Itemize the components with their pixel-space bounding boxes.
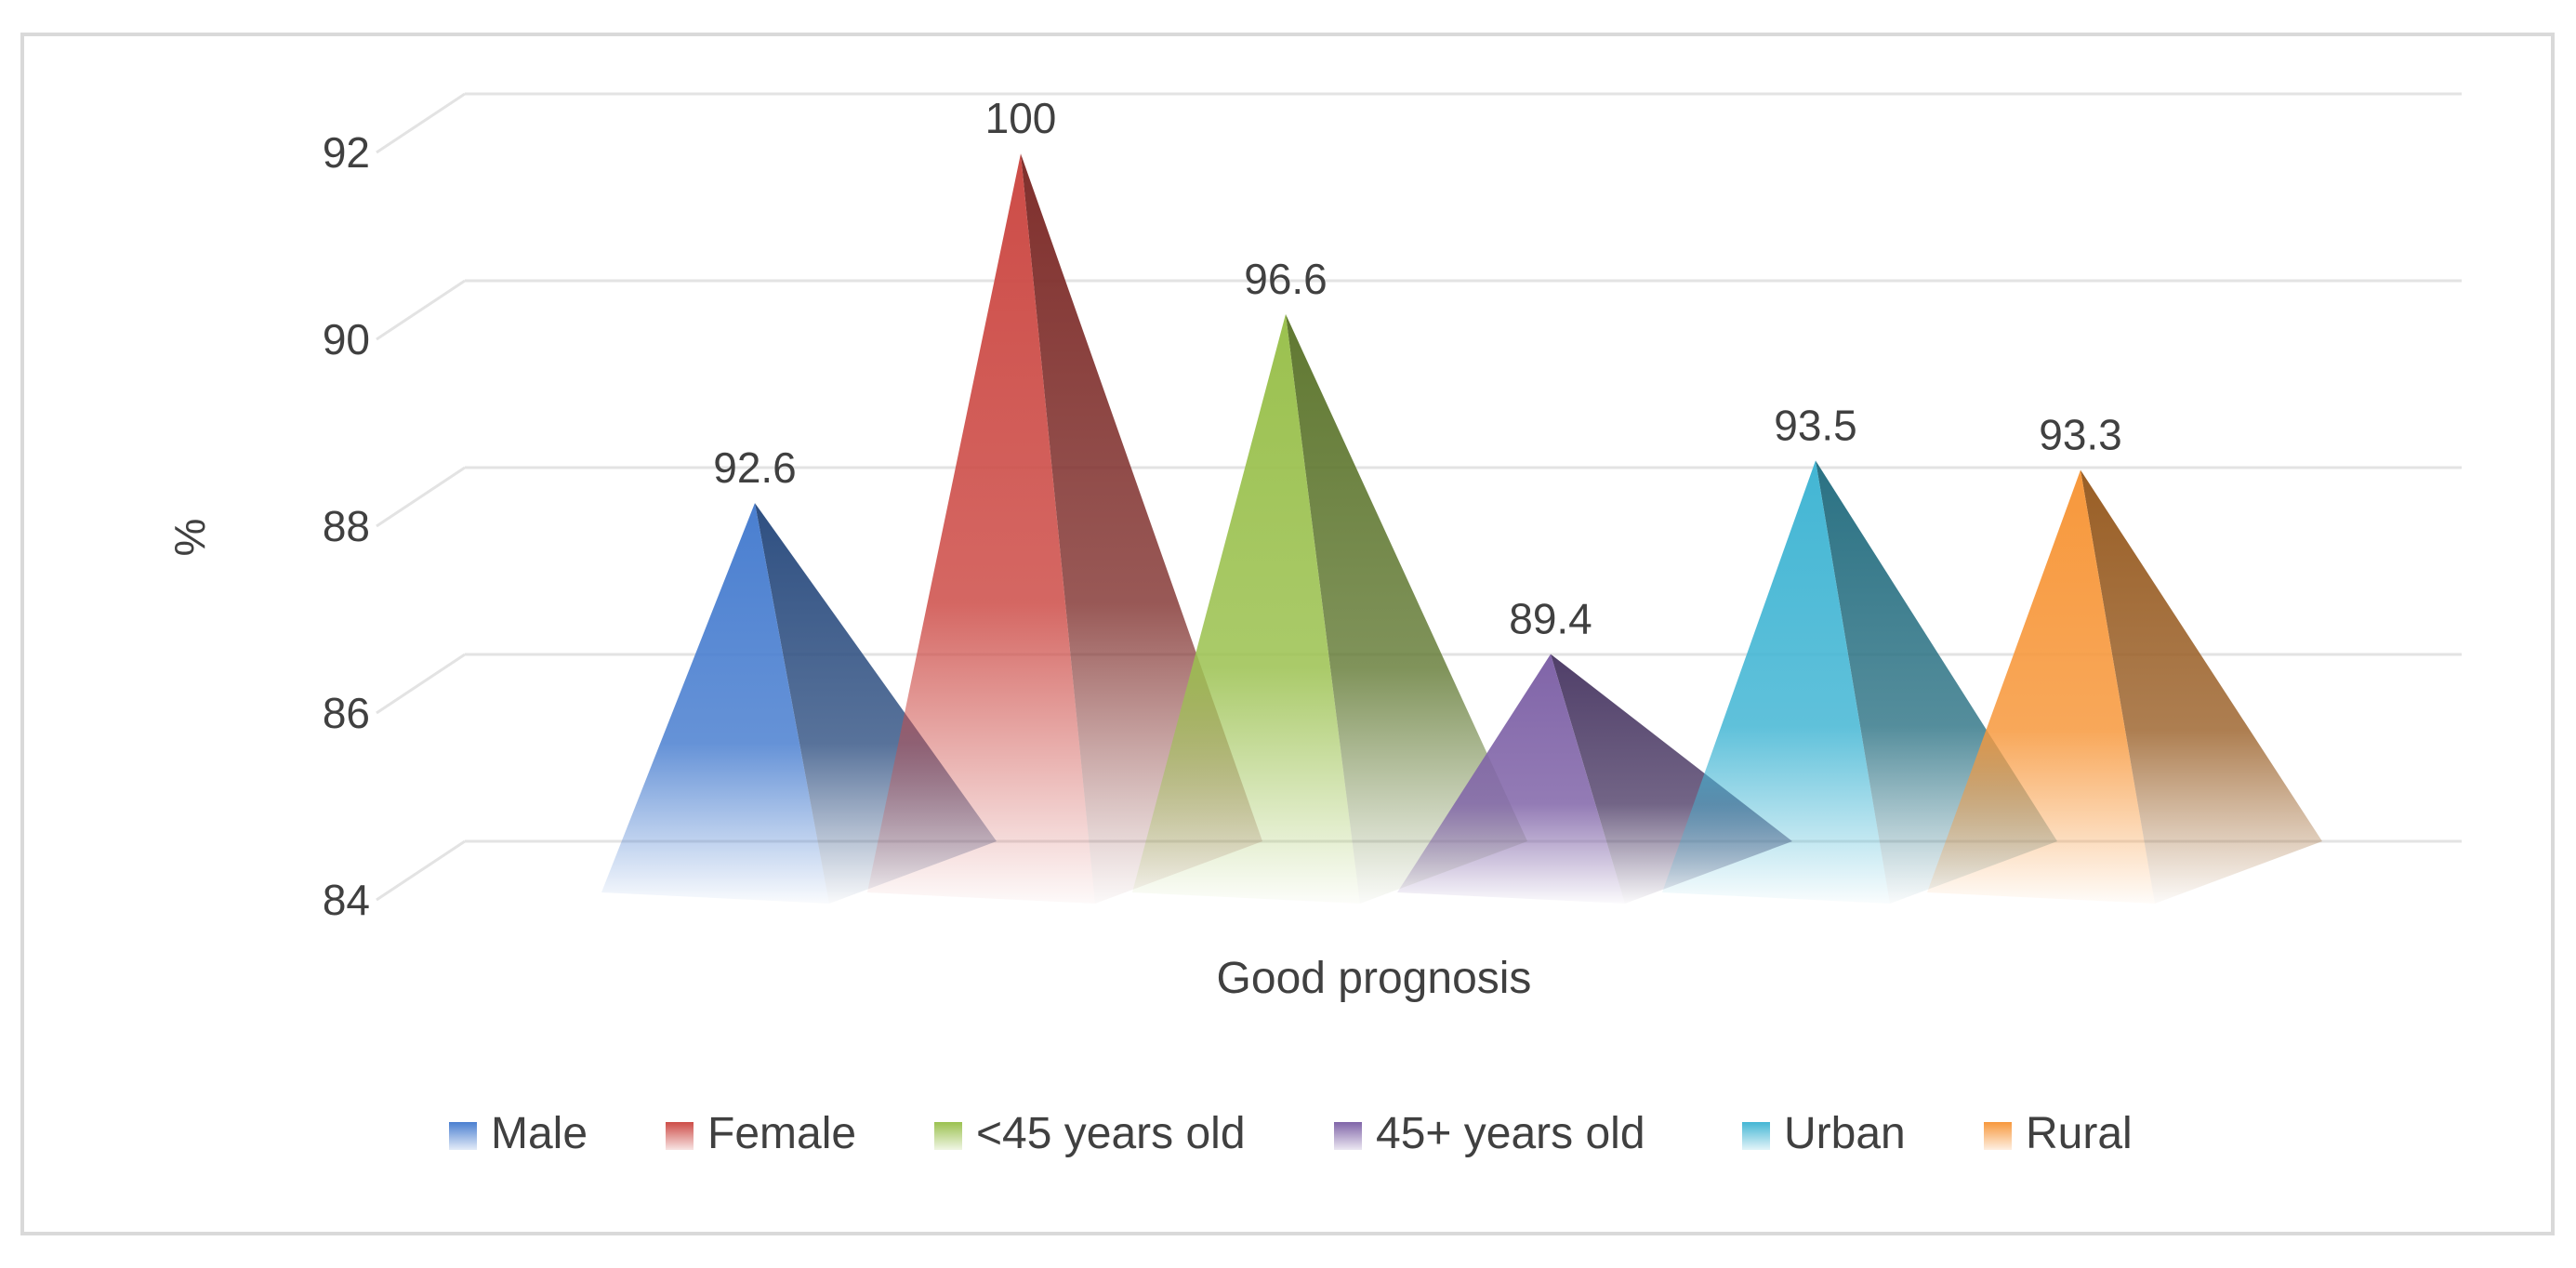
legend-item: Rural (1984, 1109, 2133, 1158)
data-label: 93.5 (1774, 401, 1857, 449)
data-label: 100 (985, 94, 1057, 142)
legend-swatch (1742, 1122, 1770, 1150)
legend-item: Female (666, 1109, 856, 1158)
gridline-diag (376, 279, 466, 341)
data-label: 89.4 (1509, 595, 1592, 643)
y-tick-label: 84 (323, 876, 370, 924)
legend-swatch (1334, 1122, 1362, 1150)
data-label: 92.6 (713, 443, 797, 492)
gridline-diag (376, 839, 466, 902)
legend-item: Urban (1742, 1109, 1906, 1158)
legend-label: <45 years old (976, 1109, 1246, 1158)
pyramid-front-face (1662, 460, 1890, 904)
pyramid-front-face (1132, 313, 1360, 904)
legend-item: 45+ years old (1334, 1109, 1645, 1158)
y-tick-label: 86 (323, 689, 370, 737)
pyramid-front-face (1927, 469, 2155, 904)
plot-area (601, 153, 2322, 904)
y-tick-label: 88 (323, 502, 370, 550)
data-label: 96.6 (1244, 255, 1328, 303)
legend-label: 45+ years old (1376, 1109, 1645, 1158)
data-labels: 92.6 100 96.6 89.4 93.5 93.3 (713, 94, 2122, 642)
pyramid-3 (1132, 313, 1527, 904)
legend-label: Urban (1784, 1109, 1906, 1158)
pyramid-side-face (2081, 469, 2322, 904)
legend-label: Male (491, 1109, 588, 1158)
y-tick-label: 92 (323, 128, 370, 177)
legend-item: <45 years old (934, 1109, 1246, 1158)
legend-swatch (1984, 1122, 2012, 1150)
pyramid-6 (1927, 469, 2322, 904)
gridline-diag (376, 653, 466, 715)
y-tick-label: 90 (323, 315, 370, 363)
legend-label: Female (707, 1109, 856, 1158)
pyramid-front-face (601, 503, 829, 904)
pyramid-front-face (1397, 654, 1625, 904)
pyramid-front-face (867, 153, 1095, 904)
legend-item: Male (449, 1109, 588, 1158)
gridline-diag (376, 92, 466, 154)
legend: Male Female <45 years old 45+ years old Urba… (449, 1109, 2133, 1158)
legend-swatch (666, 1122, 694, 1150)
legend-swatch (449, 1122, 477, 1150)
data-label: 93.3 (2039, 411, 2122, 459)
legend-swatch (934, 1122, 962, 1150)
legend-label: Rural (2026, 1109, 2133, 1158)
gridline-diag (376, 466, 466, 528)
x-axis-category: Good prognosis (1217, 954, 1532, 1003)
y-axis-label: % (165, 519, 214, 557)
y-axis: 8486889092949698100 (323, 128, 370, 924)
pyramid-side-face (1286, 313, 1527, 904)
